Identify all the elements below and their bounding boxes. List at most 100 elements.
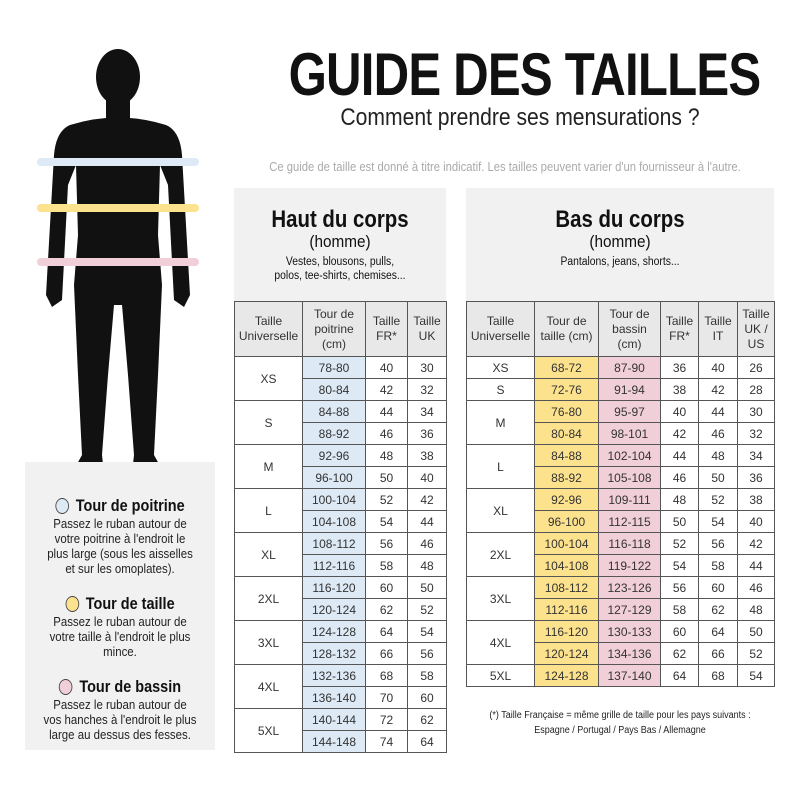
- value-cell: 32: [407, 378, 447, 401]
- size-cell: 2XL: [234, 576, 303, 621]
- value-cell: 54: [365, 510, 408, 533]
- value-cell: 44: [698, 400, 738, 423]
- value-cell: 91-94: [598, 378, 661, 401]
- value-cell: 34: [737, 444, 775, 467]
- size-cell: 5XL: [466, 664, 535, 687]
- value-cell: 52: [737, 642, 775, 665]
- value-cell: 52: [660, 532, 699, 555]
- table-row: 2XL 100-104 116-118 52 56 42: [466, 532, 775, 577]
- table-row: 4XL 132-136 68 58: [234, 664, 447, 709]
- table-row: 80-84 42 32: [235, 378, 447, 401]
- value-cell: 64: [660, 664, 699, 687]
- value-cell: 120-124: [302, 598, 366, 621]
- size-cell: XS: [466, 356, 535, 379]
- value-cell: 40: [660, 400, 699, 423]
- value-cell: 58: [407, 664, 447, 687]
- value-cell: 62: [365, 598, 408, 621]
- value-cell: 68-72: [534, 356, 599, 379]
- upper-gender: (homme): [309, 232, 371, 251]
- value-cell: 46: [660, 466, 699, 489]
- value-cell: 68: [365, 664, 408, 687]
- column-header: Taille UK / US: [737, 301, 775, 357]
- value-cell: 72-76: [534, 378, 599, 401]
- value-cell: 80-84: [534, 422, 599, 445]
- value-cell: 32: [737, 422, 775, 445]
- table-row: 120-124 62 52: [235, 598, 447, 621]
- value-cell: 28: [737, 378, 775, 401]
- value-cell: 66: [365, 642, 408, 665]
- size-cell: 3XL: [234, 620, 303, 665]
- size-cell: S: [234, 400, 303, 445]
- value-cell: 68: [698, 664, 738, 687]
- value-cell: 48: [365, 444, 408, 467]
- value-cell: 76-80: [534, 400, 599, 423]
- size-cell: L: [466, 444, 535, 489]
- value-cell: 96-100: [534, 510, 599, 533]
- value-cell: 116-118: [598, 532, 661, 555]
- value-cell: 98-101: [598, 422, 661, 445]
- table-row: 3XL 108-112 123-126 56 60 46: [466, 576, 775, 621]
- upper-size-table: Taille Universelle Tour de poitrine (cm) T…: [234, 301, 447, 753]
- column-header: Taille Universelle: [234, 301, 303, 357]
- value-cell: 38: [737, 488, 775, 511]
- table-row: XL 92-96 109-111 48 52 38: [466, 488, 775, 533]
- value-cell: 40: [737, 510, 775, 533]
- upper-body-header: Haut du corps (homme) Vestes, blousons, …: [234, 188, 446, 301]
- waist-dot-icon: [65, 596, 79, 612]
- value-cell: 52: [365, 488, 408, 511]
- value-cell: 109-111: [598, 488, 661, 511]
- column-header: Tour de taille (cm): [534, 301, 599, 357]
- value-cell: 64: [407, 730, 447, 753]
- size-cell: 2XL: [466, 532, 535, 577]
- value-cell: 100-104: [534, 532, 599, 555]
- upper-title: Haut du corps: [271, 206, 409, 233]
- value-cell: 140-144: [302, 708, 366, 731]
- value-cell: 42: [660, 422, 699, 445]
- measure-title: Tour de poitrine: [75, 496, 185, 515]
- table-row: L 100-104 52 42: [234, 488, 447, 533]
- value-cell: 50: [407, 576, 447, 599]
- value-cell: 42: [365, 378, 408, 401]
- column-header: Tour de poitrine (cm): [302, 301, 366, 357]
- lower-gender: (homme): [589, 232, 651, 251]
- value-cell: 144-148: [302, 730, 366, 753]
- value-cell: 48: [698, 444, 738, 467]
- value-cell: 112-116: [534, 598, 599, 621]
- value-cell: 56: [698, 532, 738, 555]
- table-row: S 72-76 91-94 38 42 28: [466, 378, 775, 401]
- measure-title: Tour de bassin: [79, 677, 182, 696]
- value-cell: 48: [660, 488, 699, 511]
- value-cell: 56: [407, 642, 447, 665]
- value-cell: 60: [407, 686, 447, 709]
- footnote: (*) Taille Française = même grille de ta…: [489, 710, 751, 736]
- value-cell: 58: [365, 554, 408, 577]
- value-cell: 108-112: [302, 532, 366, 555]
- table-row: M 92-96 48 38: [234, 444, 447, 489]
- table-row: 104-108 119-122 54 58 44: [467, 554, 775, 577]
- page-subtitle: Comment prendre ses mensurations ?: [340, 104, 700, 131]
- column-header: Taille IT: [698, 301, 738, 357]
- value-cell: 60: [698, 576, 738, 599]
- value-cell: 130-133: [598, 620, 661, 643]
- value-cell: 95-97: [598, 400, 661, 423]
- table-row: M 76-80 95-97 40 44 30: [466, 400, 775, 445]
- value-cell: 92-96: [534, 488, 599, 511]
- value-cell: 40: [365, 356, 408, 379]
- table-row: XL 108-112 56 46: [234, 532, 447, 577]
- size-cell: 4XL: [234, 664, 303, 709]
- value-cell: 38: [660, 378, 699, 401]
- value-cell: 50: [660, 510, 699, 533]
- value-cell: 105-108: [598, 466, 661, 489]
- table-row: L 84-88 102-104 44 48 34: [466, 444, 775, 489]
- value-cell: 124-128: [302, 620, 366, 643]
- size-cell: XL: [466, 488, 535, 533]
- value-cell: 46: [737, 576, 775, 599]
- value-cell: 92-96: [302, 444, 366, 467]
- value-cell: 42: [737, 532, 775, 555]
- value-cell: 124-128: [534, 664, 599, 687]
- size-cell: S: [466, 378, 535, 401]
- value-cell: 60: [660, 620, 699, 643]
- value-cell: 72: [365, 708, 408, 731]
- value-cell: 64: [698, 620, 738, 643]
- value-cell: 128-132: [302, 642, 366, 665]
